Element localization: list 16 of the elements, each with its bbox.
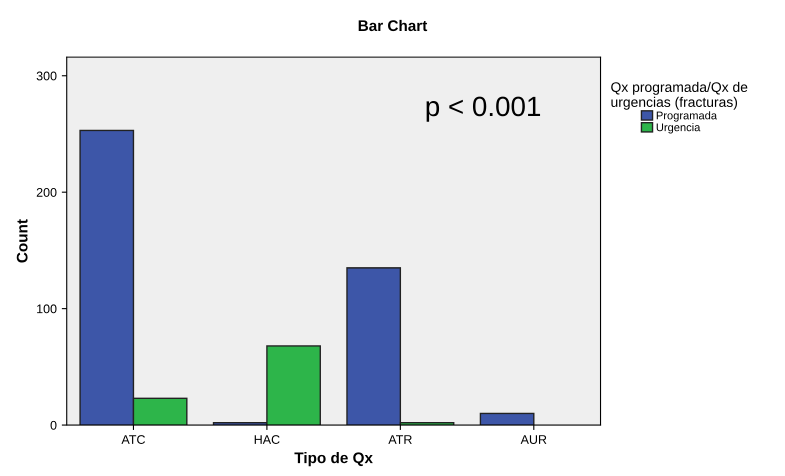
legend-title: Qx programada/Qx de urgencias (fracturas)	[611, 82, 748, 110]
y-tick-label: 100	[37, 304, 57, 314]
x-tick-label: HAC	[254, 435, 280, 444]
y-tick-label: 200	[36, 188, 57, 197]
bar	[480, 412, 534, 426]
legend-label: Urgencia	[656, 123, 700, 134]
x-tick-label: ATR	[388, 435, 412, 444]
annotation: p < 0.001	[426, 96, 540, 122]
x-tick-label: AUR	[520, 435, 546, 444]
x-axis-title: Tipo de Qx	[294, 452, 373, 466]
x-tick-label: ATC	[121, 435, 146, 444]
y-tick-label: 0	[50, 420, 57, 430]
chart-title: Bar Chart	[358, 20, 428, 32]
y-axis-title: Count	[16, 219, 28, 263]
legend-label: Programada	[656, 111, 718, 122]
y-tick-label: 300	[36, 72, 57, 80]
